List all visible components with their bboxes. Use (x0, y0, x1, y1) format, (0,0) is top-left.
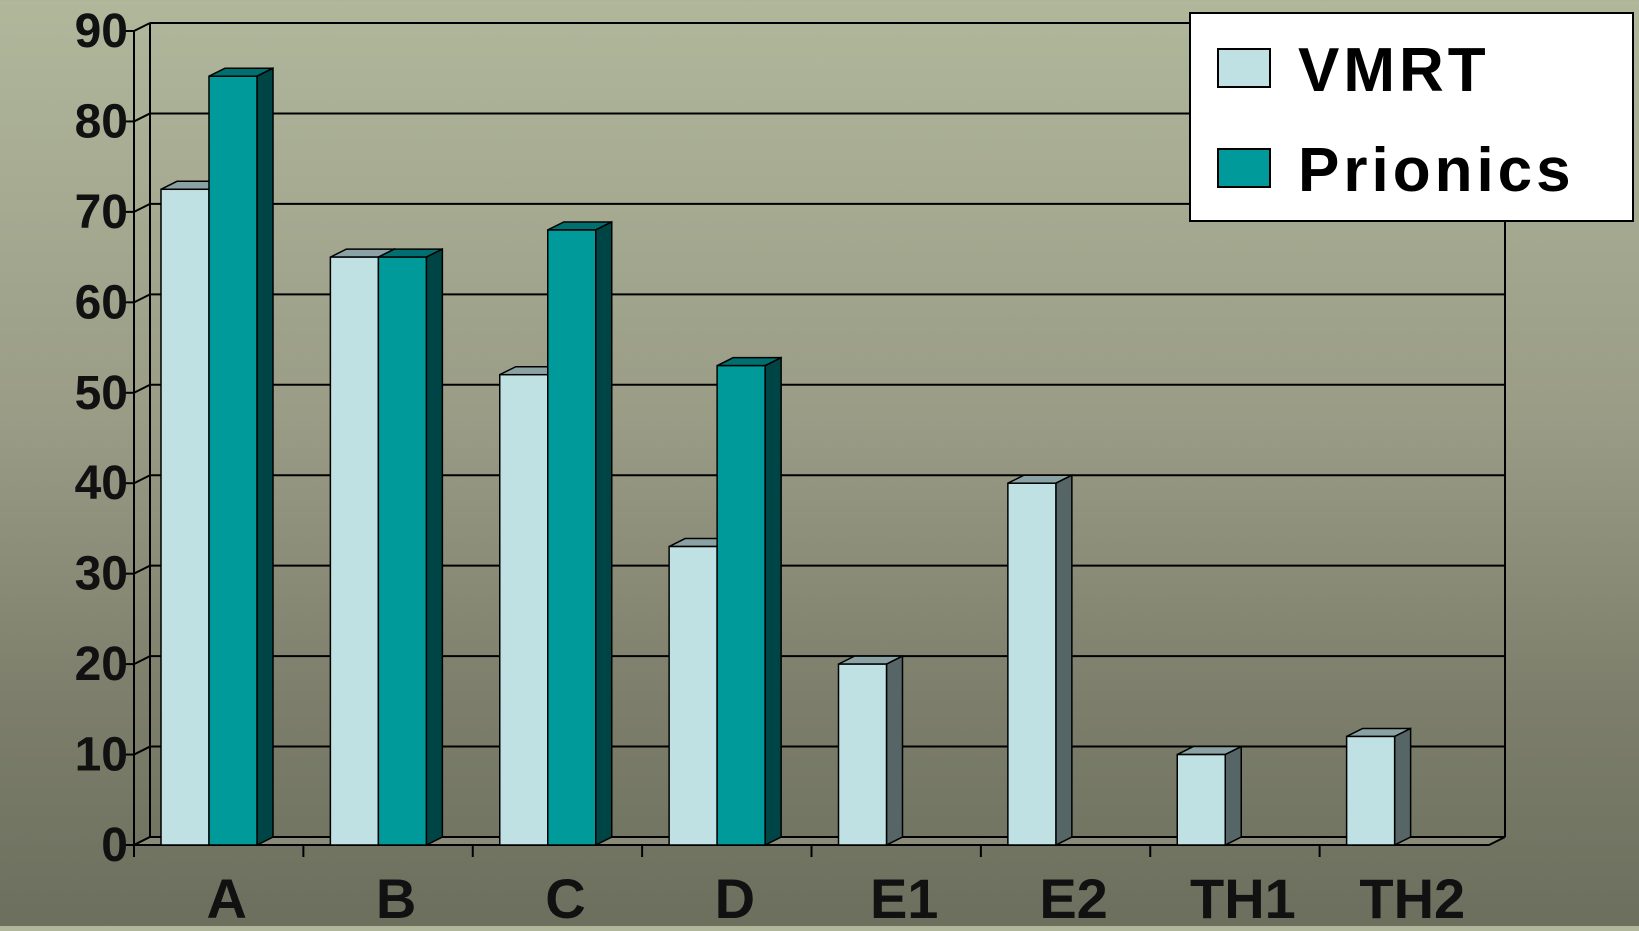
gridline-depth (134, 204, 150, 212)
x-tick-label: E1 (870, 867, 939, 926)
x-tick-label: TH1 (1190, 867, 1296, 926)
x-tick-label: A (206, 867, 246, 926)
bar-front (839, 664, 887, 845)
y-tick-label: 10 (75, 729, 128, 782)
bar (717, 358, 781, 845)
bar-side (1056, 475, 1072, 845)
y-tick-label: 90 (75, 5, 128, 58)
bar-side (1395, 728, 1411, 845)
x-tick-label: D (715, 867, 755, 926)
legend-swatch (1218, 49, 1270, 87)
gridline-depth (134, 113, 150, 121)
gridline-depth (134, 23, 150, 31)
y-tick-label: 40 (75, 457, 128, 510)
legend-swatch (1218, 149, 1270, 187)
legend-label: Prionics (1298, 136, 1575, 205)
bar-front (378, 257, 426, 845)
bar-side (887, 656, 903, 845)
gridline-depth (134, 475, 150, 483)
x-tick-label: B (376, 867, 416, 926)
bar-front (669, 547, 717, 845)
gridline-depth (134, 566, 150, 574)
bar-side (765, 358, 781, 845)
y-tick-label: 20 (75, 638, 128, 691)
bar (378, 249, 442, 845)
bar-side (1225, 747, 1241, 845)
bar-side (596, 222, 612, 845)
bar (209, 68, 273, 845)
gridline-depth (134, 656, 150, 664)
gridline-depth (134, 385, 150, 393)
bar-front (717, 366, 765, 845)
bar-front (209, 76, 257, 845)
bar (839, 656, 903, 845)
bar-side (257, 68, 273, 845)
x-tick-label: C (545, 867, 585, 926)
bar (548, 222, 612, 845)
y-tick-label: 30 (75, 548, 128, 601)
y-axis-ticks: 0 10 20 30 40 50 60 70 80 90 (75, 5, 134, 872)
bar-front (330, 257, 378, 845)
bar-front (1177, 755, 1225, 845)
bar-front (1347, 736, 1395, 845)
gridline-depth (134, 747, 150, 755)
bar-front (548, 230, 596, 845)
bar-side (426, 249, 442, 845)
y-tick-label: 70 (75, 186, 128, 239)
x-tick-label: E2 (1039, 867, 1108, 926)
x-tick-label: TH2 (1359, 867, 1465, 926)
legend: VMRT Prionics (1190, 13, 1633, 221)
x-axis-ticks: A B C D E1 E2 TH1 TH2 (134, 845, 1465, 926)
bar-front (500, 375, 548, 845)
y-tick-label: 50 (75, 367, 128, 420)
y-tick-label: 0 (101, 819, 128, 872)
bar (1008, 475, 1072, 845)
legend-label: VMRT (1298, 36, 1490, 105)
y-tick-label: 60 (75, 276, 128, 329)
bar (1177, 747, 1241, 845)
gridline-depth (134, 294, 150, 302)
bar-front (1008, 483, 1056, 845)
bar-front (161, 189, 209, 845)
bar (1347, 728, 1411, 845)
y-tick-label: 80 (75, 95, 128, 148)
